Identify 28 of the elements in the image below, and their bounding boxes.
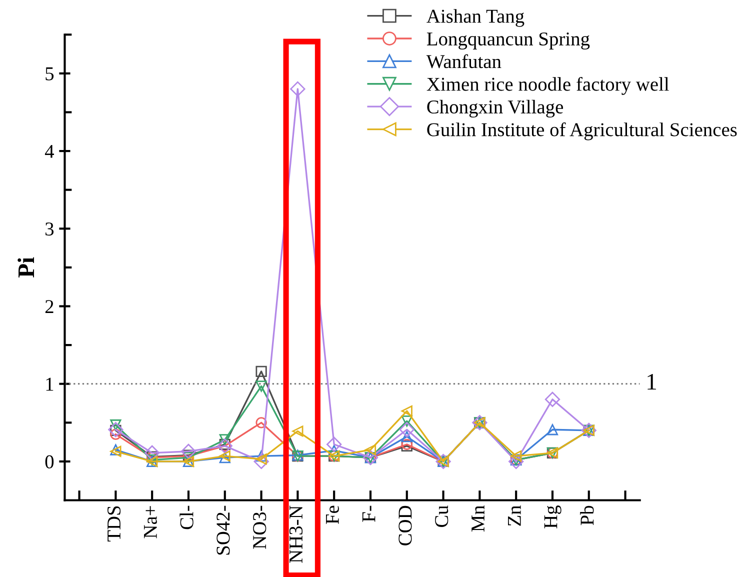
x-tick-label: Cu (435, 505, 448, 528)
x-tick-label: Cl- (180, 506, 194, 530)
legend-label: Aishan Tang (426, 9, 524, 27)
x-tick-label: F- (362, 506, 376, 522)
x-tick-label: Mn (472, 505, 484, 532)
legend-label: Longquancun Spring (426, 32, 590, 50)
x-tick-label: SO42- (216, 506, 230, 555)
legend-label: Ximen rice noodle factory well (426, 76, 669, 95)
x-tick-label: Na+ (144, 506, 157, 538)
x-tick-label: COD (398, 506, 412, 546)
y-tick-label: 3 (46, 222, 54, 236)
x-tick-label: Fe (326, 506, 339, 524)
x-tick-label: Hg (544, 505, 562, 528)
x-tick-label: Zn (508, 505, 521, 526)
y-tick-label: 1 (46, 378, 54, 391)
x-tick-label: Pb (580, 506, 594, 526)
y-tick-label: 5 (46, 67, 54, 80)
ref-line-label: 1 (648, 374, 656, 390)
y-tick-label: 2 (45, 300, 54, 313)
x-tick-label: TDS (107, 506, 121, 542)
legend-label: Chongxin Village (427, 100, 564, 118)
y-tick-label: 0 (45, 455, 54, 468)
y-axis-title: Pi (18, 257, 34, 278)
legend-label: Wanfutan (426, 54, 502, 68)
x-tick-label: NH3-N (289, 506, 303, 563)
x-tick-label: NO3- (253, 506, 266, 549)
legend-label: Guilin Institute of Agricultural Sciences (427, 122, 737, 140)
y-tick-label: 4 (44, 144, 54, 158)
